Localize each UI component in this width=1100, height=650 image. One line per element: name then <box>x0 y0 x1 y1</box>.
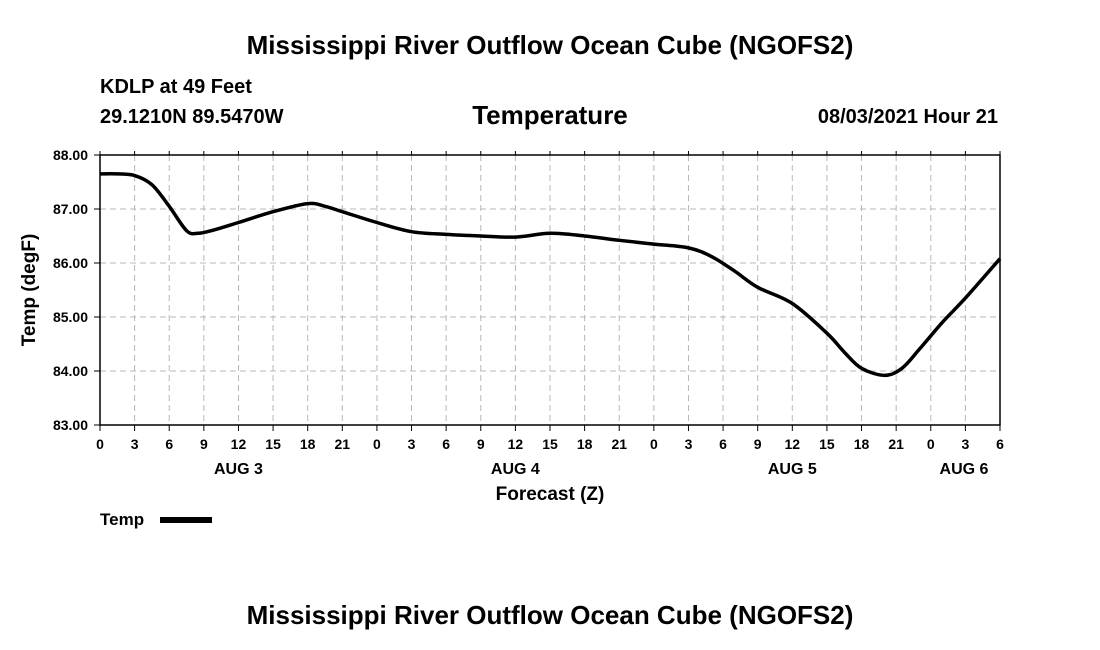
x-tick-label: 9 <box>754 436 762 452</box>
station-label: KDLP at 49 Feet <box>100 76 252 98</box>
x-day-label: AUG 3 <box>214 461 263 478</box>
y-tick-label: 88.00 <box>53 147 88 163</box>
x-tick-label: 0 <box>373 436 381 452</box>
x-tick-label: 6 <box>996 436 1004 452</box>
y-tick-label: 86.00 <box>53 255 88 271</box>
x-tick-label: 0 <box>96 436 104 452</box>
x-tick-label: 3 <box>408 436 416 452</box>
x-tick-label: 3 <box>961 436 969 452</box>
y-tick-label: 84.00 <box>53 363 88 379</box>
y-axis-label: Temp (degF) <box>19 234 40 347</box>
page-title: Mississippi River Outflow Ocean Cube (NG… <box>246 30 854 60</box>
x-tick-label: 21 <box>611 436 627 452</box>
x-tick-label: 21 <box>335 436 351 452</box>
temp-series-line <box>99 172 1002 378</box>
x-tick-label: 15 <box>542 436 558 452</box>
x-tick-label: 12 <box>508 436 524 452</box>
x-tick-label: 18 <box>854 436 870 452</box>
x-tick-label: 15 <box>265 436 281 452</box>
x-day-label: AUG 5 <box>768 461 817 478</box>
y-tick-label: 83.00 <box>53 417 88 433</box>
x-day-label: AUG 6 <box>940 461 989 478</box>
x-tick-label: 0 <box>927 436 935 452</box>
x-axis-label: Forecast (Z) <box>496 484 605 505</box>
x-tick-label: 3 <box>685 436 693 452</box>
legend-swatch <box>160 517 212 523</box>
x-tick-label: 15 <box>819 436 835 452</box>
x-tick-label: 6 <box>165 436 173 452</box>
x-tick-label: 6 <box>719 436 727 452</box>
legend-label: Temp <box>100 510 145 529</box>
station-coordinates: 29.1210N 89.5470W <box>100 106 284 128</box>
x-tick-label: 9 <box>200 436 208 452</box>
y-tick-label: 87.00 <box>53 201 88 217</box>
y-tick-label: 85.00 <box>53 309 88 325</box>
x-tick-label: 18 <box>300 436 316 452</box>
x-tick-label: 6 <box>442 436 450 452</box>
x-tick-label: 18 <box>577 436 593 452</box>
x-tick-label: 12 <box>785 436 801 452</box>
x-tick-label: 21 <box>888 436 904 452</box>
x-tick-label: 12 <box>231 436 247 452</box>
x-tick-label: 0 <box>650 436 658 452</box>
x-day-label: AUG 4 <box>491 461 540 478</box>
plot-frame <box>99 154 1001 426</box>
chart-title: Temperature <box>472 100 628 130</box>
forecast-date: 08/03/2021 Hour 21 <box>817 106 998 128</box>
x-tick-label: 3 <box>131 436 139 452</box>
x-tick-label: 9 <box>477 436 485 452</box>
footer-title: Mississippi River Outflow Ocean Cube (NG… <box>246 600 854 630</box>
